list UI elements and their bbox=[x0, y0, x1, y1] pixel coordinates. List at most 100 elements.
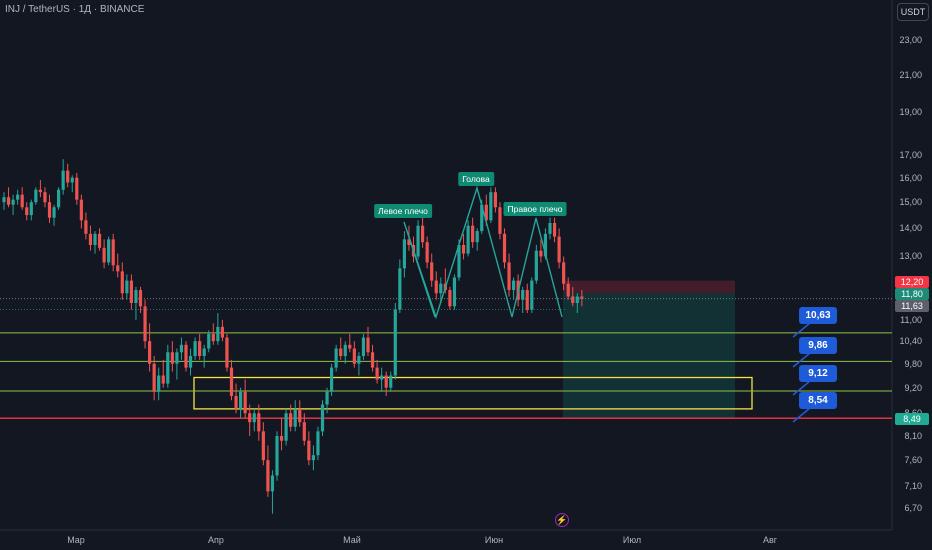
candle-body bbox=[47, 202, 52, 218]
candle-body bbox=[430, 262, 434, 281]
candle-body bbox=[179, 344, 184, 353]
candle-body bbox=[188, 356, 193, 368]
candle-body bbox=[325, 391, 329, 405]
price-axis-label: 10,40 bbox=[899, 336, 922, 347]
candle-body bbox=[29, 202, 33, 216]
candle-body bbox=[461, 244, 466, 254]
candle-body bbox=[148, 341, 152, 364]
callout-pointer bbox=[792, 380, 811, 396]
candle-body bbox=[352, 348, 356, 364]
candle-body bbox=[439, 283, 443, 294]
candle-body bbox=[170, 352, 174, 364]
candle-body bbox=[557, 236, 561, 263]
candle-body bbox=[52, 207, 56, 218]
candle-body bbox=[120, 271, 124, 294]
candle-body bbox=[471, 225, 475, 243]
candle-body bbox=[107, 239, 111, 263]
candle-body bbox=[339, 348, 343, 357]
candle-body bbox=[316, 431, 320, 456]
candle-body bbox=[138, 290, 143, 307]
candle-body bbox=[234, 396, 238, 409]
time-axis-label: Мар bbox=[67, 535, 85, 545]
candle-body bbox=[521, 290, 525, 300]
price-tag: 8,49 bbox=[895, 413, 929, 425]
level-callout[interactable]: 9,12 bbox=[799, 365, 837, 382]
candle-body bbox=[207, 333, 211, 349]
price-axis-label: 7,60 bbox=[904, 455, 922, 466]
candle-body bbox=[307, 440, 311, 461]
candle-body bbox=[548, 222, 552, 234]
candle-body bbox=[11, 199, 15, 205]
pattern-label[interactable]: Правое плечо bbox=[503, 202, 567, 216]
symbol-title: INJ / TetherUS · 1Д · BINANCE bbox=[5, 4, 145, 15]
stop-loss-zone bbox=[563, 280, 735, 294]
candle-body bbox=[534, 250, 538, 281]
level-callout[interactable]: 9,86 bbox=[799, 337, 837, 354]
lightning-bolt-icon[interactable]: ⚡ bbox=[555, 513, 569, 527]
level-callout[interactable]: 10,63 bbox=[799, 307, 837, 324]
candle-body bbox=[111, 239, 115, 266]
candle-body bbox=[384, 375, 388, 388]
candle-body bbox=[88, 233, 93, 245]
candle-body bbox=[43, 192, 47, 203]
candle-body bbox=[575, 296, 579, 304]
candle-body bbox=[66, 170, 70, 183]
currency-button[interactable]: USDT bbox=[897, 3, 929, 21]
demand-zone bbox=[193, 376, 753, 410]
candle-body bbox=[484, 204, 488, 221]
candle-body bbox=[266, 460, 270, 492]
candle-body bbox=[334, 348, 338, 368]
candle-body bbox=[166, 352, 170, 384]
candle-body bbox=[421, 225, 425, 243]
candle-body bbox=[243, 391, 247, 414]
candle-body bbox=[116, 265, 120, 272]
candle-body bbox=[343, 344, 347, 357]
candle-body bbox=[448, 290, 452, 307]
price-axis-label: 14,00 bbox=[899, 223, 922, 234]
candle-body bbox=[416, 225, 420, 257]
candle-body bbox=[330, 367, 334, 392]
candle-body bbox=[402, 239, 406, 269]
price-axis-label: 9,20 bbox=[904, 382, 922, 393]
candle-body bbox=[466, 225, 470, 254]
candle-body bbox=[75, 177, 79, 200]
candle-body bbox=[16, 194, 20, 200]
candle-body bbox=[289, 413, 293, 427]
candle-body bbox=[571, 296, 575, 304]
candle-body bbox=[434, 280, 438, 294]
candle-body bbox=[502, 233, 507, 263]
candle-body bbox=[38, 189, 42, 193]
price-axis-label: 9,80 bbox=[904, 358, 922, 369]
candle-body bbox=[97, 233, 102, 248]
candle-body bbox=[425, 242, 429, 263]
candle-body bbox=[380, 375, 384, 380]
candle-body bbox=[175, 352, 179, 364]
pattern-label[interactable]: Голова bbox=[458, 172, 494, 186]
candle-body bbox=[34, 189, 38, 203]
candle-body bbox=[525, 290, 529, 310]
callout-pointer bbox=[792, 322, 811, 338]
candle-body bbox=[270, 475, 275, 492]
price-axis-label: 8,10 bbox=[904, 430, 922, 441]
candle-body bbox=[298, 408, 302, 423]
pattern-label[interactable]: Левое плечо bbox=[374, 204, 432, 218]
candle-body bbox=[157, 375, 161, 392]
level-callout[interactable]: 8,54 bbox=[799, 392, 837, 409]
candle-body bbox=[193, 341, 197, 357]
candle-body bbox=[84, 220, 88, 234]
price-axis-label: 6,70 bbox=[904, 503, 922, 513]
candle-body bbox=[143, 306, 147, 342]
price-tag: 12,20 bbox=[895, 276, 929, 288]
candle-body bbox=[25, 207, 29, 216]
candle-body bbox=[539, 250, 543, 257]
candle-body bbox=[229, 367, 234, 397]
candle-body bbox=[452, 277, 457, 307]
candle-body bbox=[57, 189, 61, 208]
candle-body bbox=[357, 356, 361, 364]
candle-body bbox=[552, 222, 557, 237]
candle-body bbox=[202, 348, 206, 357]
candle-body bbox=[566, 283, 570, 297]
candle-body bbox=[293, 408, 297, 427]
candle-body bbox=[70, 177, 74, 183]
